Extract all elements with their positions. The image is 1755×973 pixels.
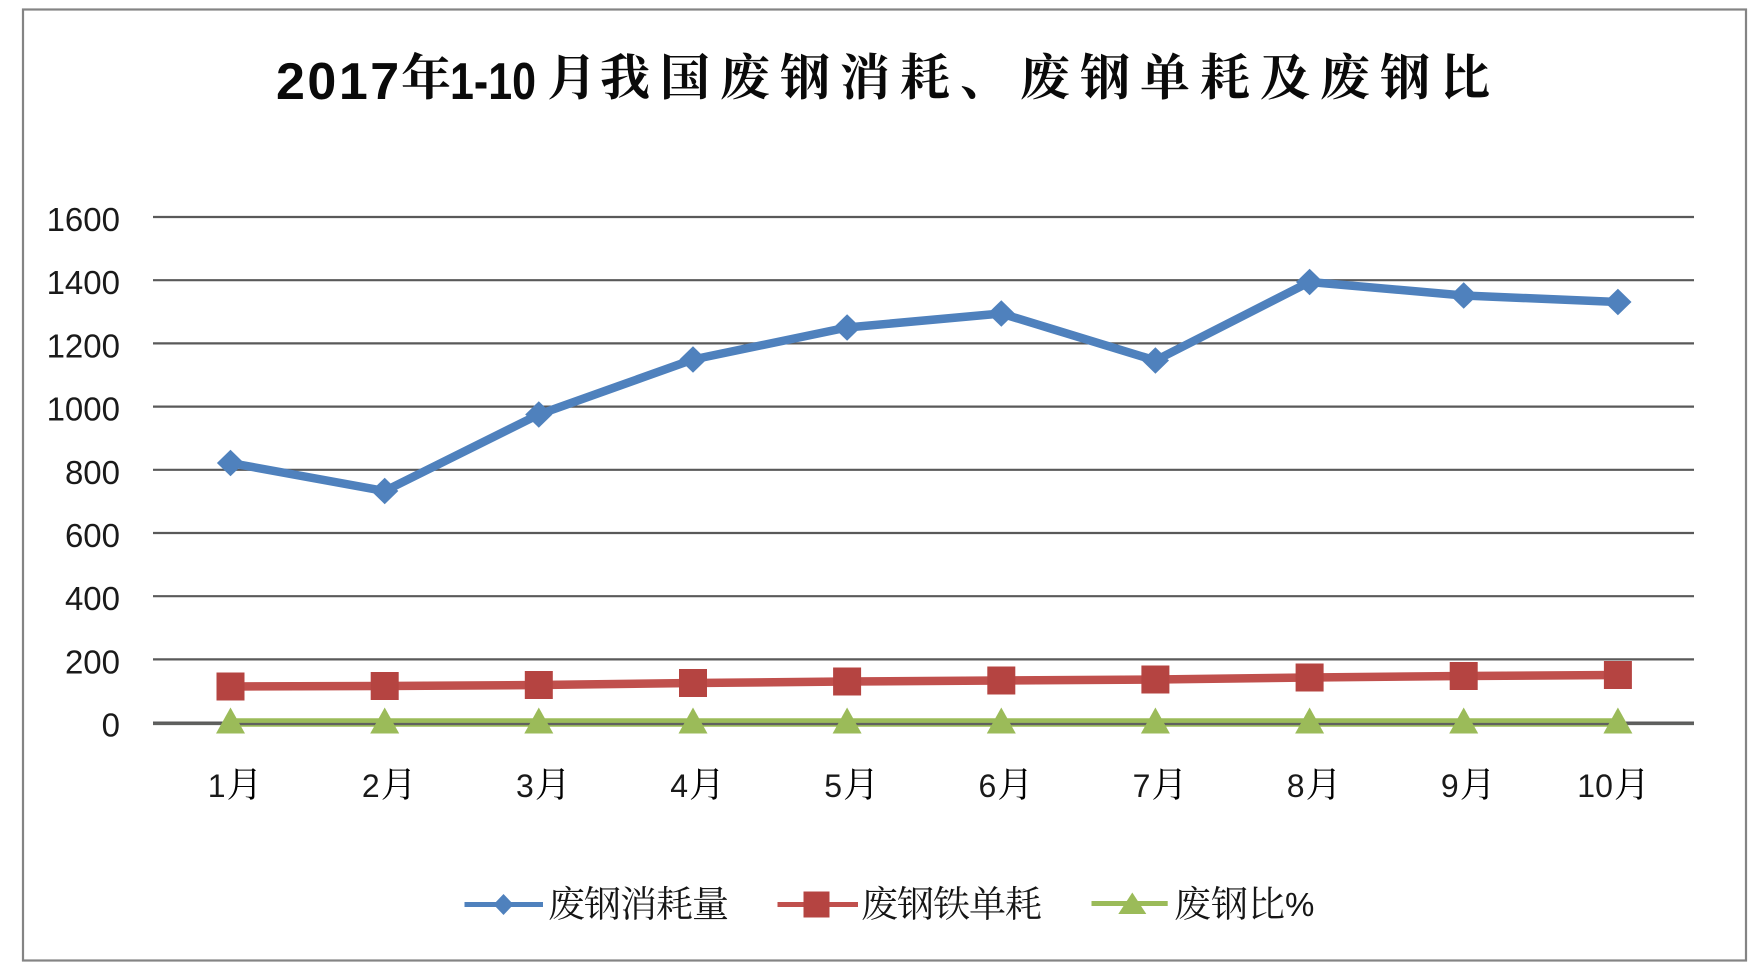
svg-text:2: 2 (362, 768, 380, 804)
svg-text:1-10: 1-10 (450, 53, 536, 111)
svg-text:200: 200 (65, 643, 120, 680)
svg-text:7: 7 (1133, 768, 1151, 804)
svg-text:800: 800 (65, 454, 120, 491)
svg-text:1000: 1000 (47, 391, 120, 428)
svg-text:6: 6 (979, 768, 997, 804)
svg-text:0: 0 (102, 707, 120, 744)
svg-text:5: 5 (824, 768, 842, 804)
svg-text:8: 8 (1287, 768, 1305, 804)
svg-text:400: 400 (65, 580, 120, 617)
svg-text:2017: 2017 (276, 53, 402, 111)
svg-text:10: 10 (1577, 768, 1613, 804)
svg-text:1: 1 (208, 768, 226, 804)
svg-text:%: % (1285, 886, 1314, 923)
svg-text:1600: 1600 (47, 201, 120, 238)
svg-text:3: 3 (516, 768, 534, 804)
svg-text:9: 9 (1441, 768, 1459, 804)
svg-text:4: 4 (670, 768, 688, 804)
svg-text:600: 600 (65, 517, 120, 554)
svg-text:1400: 1400 (47, 264, 120, 301)
svg-text:1200: 1200 (47, 327, 120, 364)
